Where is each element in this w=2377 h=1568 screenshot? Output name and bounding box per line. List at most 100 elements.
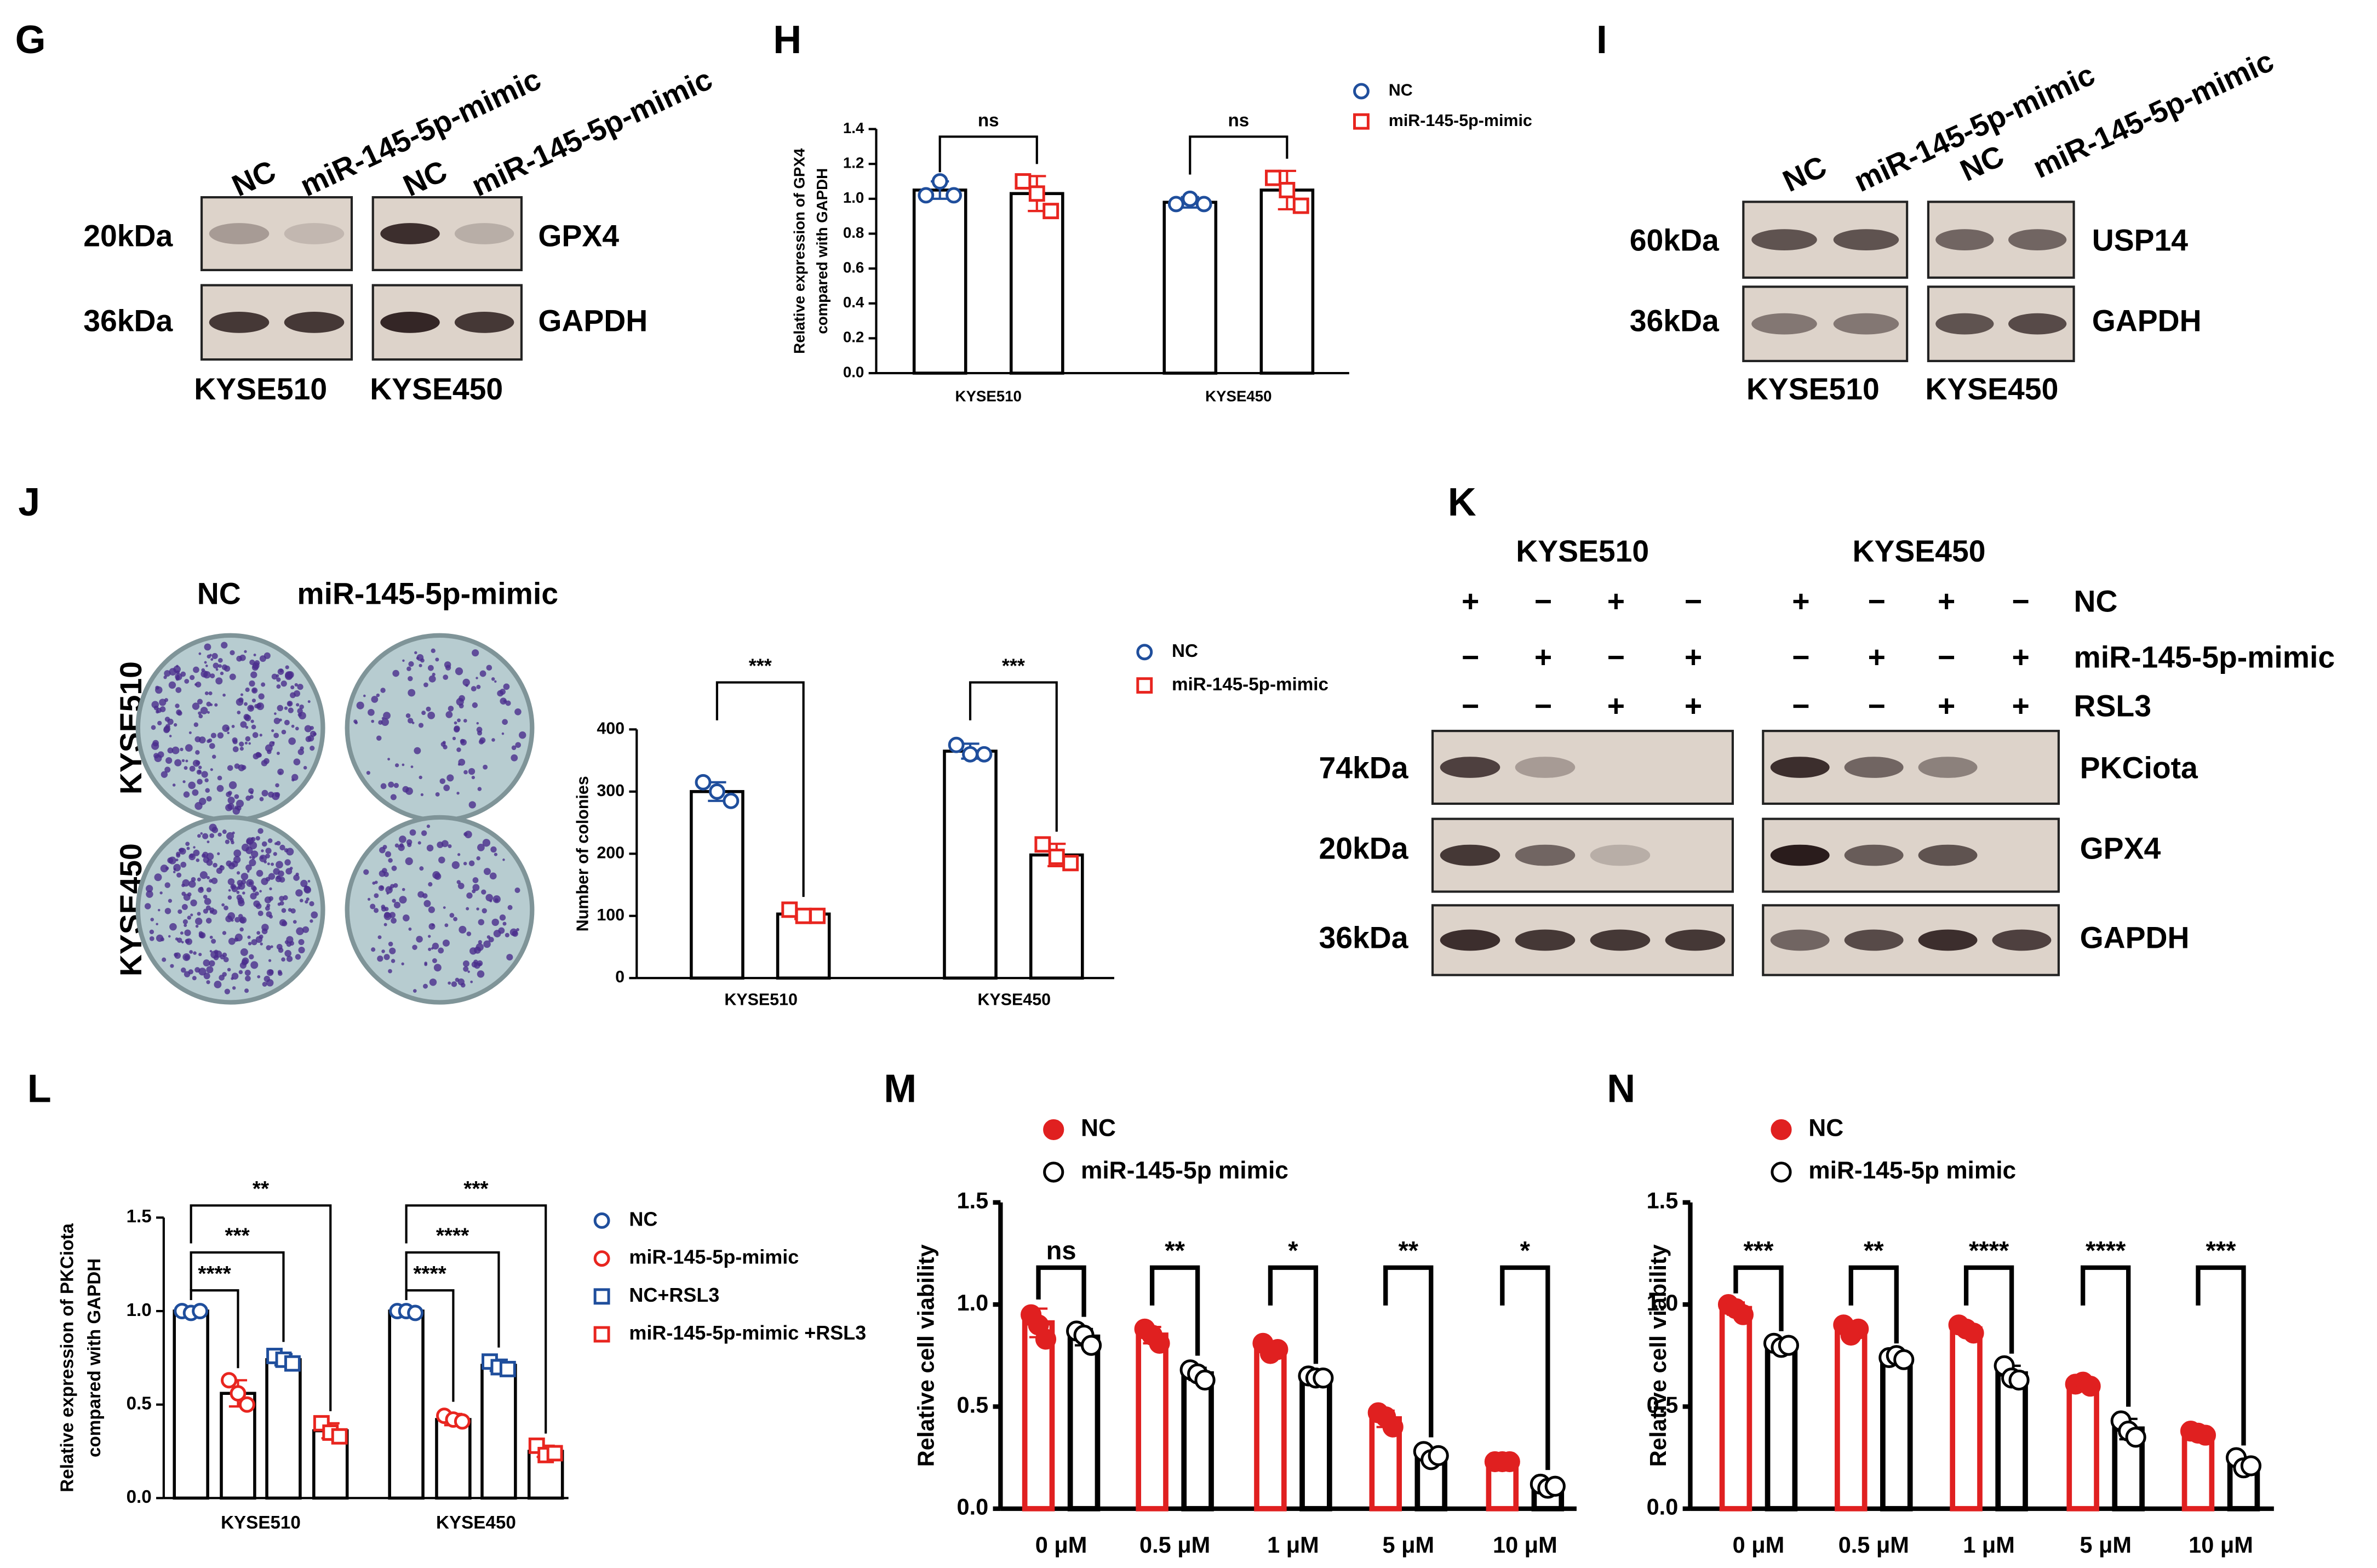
- condition-sign: −: [1792, 640, 1809, 674]
- band: [1992, 929, 2052, 951]
- colony: [261, 789, 268, 797]
- y-tick-label: 1.4: [843, 119, 864, 136]
- colony: [189, 950, 193, 954]
- colony: [184, 971, 191, 977]
- data-point: [2008, 1369, 2030, 1391]
- data-point: [546, 1445, 563, 1462]
- bar: [480, 1364, 517, 1500]
- colony: [279, 901, 284, 906]
- colony: [227, 968, 231, 972]
- colony: [515, 742, 522, 748]
- condition-label: miR-145-5p-mimic: [2074, 640, 2335, 674]
- data-point: [2080, 1376, 2101, 1397]
- colony: [182, 919, 188, 925]
- colony: [511, 754, 518, 762]
- colony: [201, 771, 208, 778]
- data-point: [1034, 836, 1051, 853]
- colony: [306, 897, 310, 901]
- colony: [281, 908, 287, 913]
- colony: [293, 874, 300, 881]
- colony: [288, 737, 296, 745]
- colony: [192, 702, 200, 710]
- y-tick-label: 1.5: [127, 1206, 152, 1227]
- colony: [391, 959, 396, 963]
- colony: [483, 868, 491, 875]
- colony: [256, 869, 264, 877]
- data-point: [946, 187, 963, 204]
- colony: [222, 693, 226, 697]
- colony: [485, 894, 493, 902]
- colony: [200, 707, 208, 714]
- colony: [217, 832, 222, 837]
- colony: [215, 950, 222, 958]
- colony: [412, 945, 417, 950]
- colony: [228, 889, 231, 892]
- colony: [459, 925, 467, 934]
- data-point: [454, 1413, 471, 1430]
- panel-label: M: [884, 1067, 917, 1111]
- colony: [454, 726, 460, 733]
- colony: [206, 796, 212, 802]
- colony: [168, 935, 171, 938]
- band: [2008, 313, 2067, 335]
- colony: [208, 691, 213, 696]
- x-tick-label: 5 μM: [1382, 1532, 1434, 1558]
- colony: [295, 954, 301, 960]
- legend-marker: [1771, 1119, 1792, 1141]
- data-point: [2195, 1424, 2216, 1446]
- colony: [206, 966, 214, 974]
- colony: [174, 759, 182, 766]
- data-point: [2125, 1427, 2146, 1448]
- colony: [205, 665, 208, 667]
- band: [284, 312, 345, 333]
- bar: [1259, 188, 1315, 375]
- y-tick-label: 0.6: [843, 259, 864, 276]
- colony: [383, 923, 387, 926]
- colony: [258, 693, 265, 700]
- significance-bracket: [2196, 1265, 2246, 1446]
- colony: [443, 674, 449, 680]
- colony: [244, 969, 251, 976]
- colony: [236, 698, 244, 706]
- y-tick-label: 0.0: [957, 1494, 989, 1520]
- colony: [380, 783, 387, 789]
- colony: [204, 643, 211, 651]
- colony: [380, 688, 386, 693]
- colony: [228, 781, 237, 789]
- bar: [943, 749, 998, 980]
- colony: [438, 856, 445, 863]
- kda-label: 36kDa: [83, 304, 173, 337]
- bar: [1254, 1347, 1287, 1512]
- data-point: [1382, 1416, 1404, 1438]
- colony: [168, 681, 176, 689]
- colony: [251, 687, 258, 694]
- colony: [471, 775, 475, 780]
- colony: [232, 746, 239, 752]
- colony: [186, 846, 190, 850]
- colony: [251, 724, 256, 730]
- colony: [179, 848, 186, 855]
- colony: [151, 701, 159, 708]
- y-axis-label: Relative cell viability: [1645, 1244, 1671, 1467]
- colony: [189, 854, 194, 859]
- colony: [482, 839, 491, 847]
- colony: [176, 674, 180, 677]
- colony: [426, 825, 431, 828]
- colony: [265, 744, 273, 752]
- data-point: [1167, 196, 1184, 213]
- colony: [417, 841, 421, 845]
- colony: [208, 738, 213, 743]
- colony: [249, 706, 254, 710]
- colony: [478, 940, 483, 945]
- colony: [409, 829, 416, 836]
- colony: [445, 665, 451, 671]
- colony: [151, 742, 159, 750]
- colony: [204, 778, 209, 782]
- colony: [399, 835, 406, 843]
- significance-bracket: [715, 681, 805, 897]
- band: [1440, 844, 1500, 866]
- colony: [388, 941, 393, 947]
- colony: [234, 917, 240, 923]
- bar: [1162, 201, 1218, 375]
- colony: [231, 840, 234, 845]
